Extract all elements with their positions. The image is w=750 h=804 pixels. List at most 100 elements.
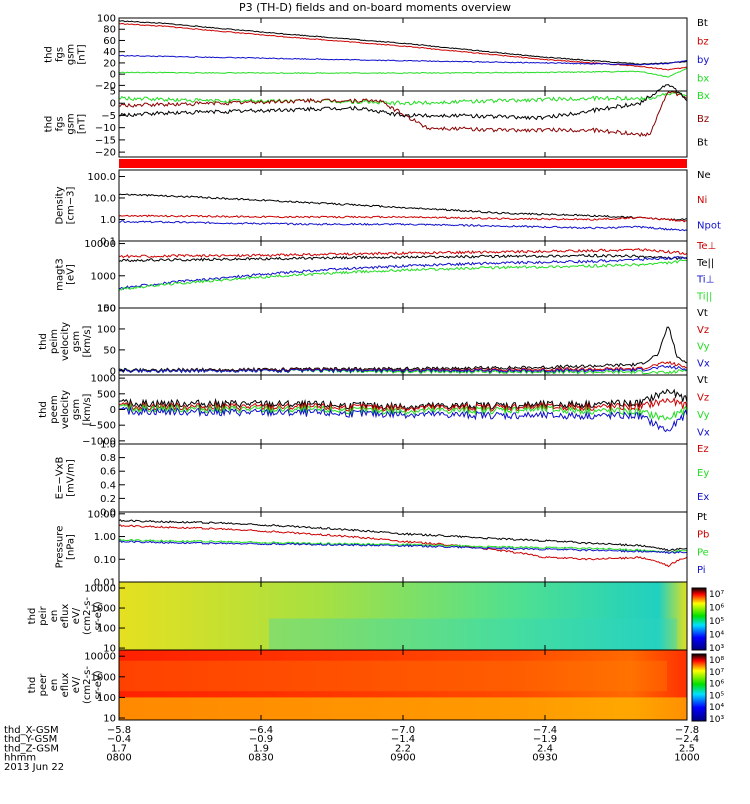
y-tick-label: 0.01 (94, 578, 116, 589)
legend-vz: Vz (697, 325, 709, 336)
y-tick-label: −20 (95, 148, 116, 159)
legend-pt: Pt (697, 512, 707, 523)
y-axis-label: thd (44, 116, 55, 133)
y-tick-label: 100 (97, 14, 116, 25)
y-axis-label: thd (38, 401, 49, 418)
series-bz-line (118, 22, 688, 71)
colorbar (691, 587, 707, 651)
spectrogram-image (119, 582, 687, 650)
y-axis-label: [cm−3] (66, 187, 77, 225)
y-tick-label: −20 (95, 81, 116, 92)
panel-frame (118, 307, 688, 376)
orbit-value: 2.5 (679, 743, 695, 754)
colorbar-tick-label: 10⁷ (709, 590, 724, 600)
y-tick-label: 100 (97, 693, 116, 704)
y-tick-label: 0.2 (100, 494, 116, 505)
y-tick-label: 1000 (91, 672, 116, 683)
series-pi-line (118, 540, 688, 554)
y-tick-label: 100 (97, 324, 116, 335)
panel-frame (118, 443, 688, 513)
series-vx-line (118, 405, 688, 433)
y-axis-label: Pressure (55, 526, 66, 569)
legend-vy: Vy (697, 342, 710, 353)
legend-ne: Ne (697, 170, 711, 181)
y-axis-label: en (49, 610, 60, 623)
series-bx-line (118, 91, 688, 106)
colorbar (691, 653, 707, 722)
y-axis-label: (cm2-s- (82, 597, 93, 635)
y-tick-label: −500 (89, 421, 116, 432)
orbit-value: −2.4 (675, 734, 699, 745)
y-tick-label: 1000 (91, 604, 116, 615)
panel-frame (118, 90, 688, 158)
y-tick-label: 1.0 (100, 440, 116, 451)
legend-te: Te⊥ (696, 241, 716, 252)
y-axis-label: gsm (71, 399, 82, 420)
y-tick-label: 10.00 (87, 509, 116, 520)
y-axis-label: eV/ (71, 676, 82, 693)
legend-te: Te|| (696, 258, 714, 269)
legend-vt: Vt (697, 375, 708, 386)
orbit-value: 0800 (106, 753, 131, 764)
legend-ti: Ti⊥ (696, 275, 714, 286)
spectrogram-low-band (119, 697, 687, 720)
y-tick-label: 10000 (84, 584, 116, 595)
orbit-value: 1.7 (111, 743, 127, 754)
y-tick-label: 10.0 (94, 193, 116, 204)
legend-ex: Ex (697, 492, 709, 503)
y-tick-label: 0.4 (100, 480, 116, 491)
legend-vz: Vz (697, 392, 709, 403)
orbit-value: −0.9 (249, 734, 273, 745)
y-axis-label: sr-eV) (93, 670, 104, 699)
legend-vt: Vt (697, 308, 708, 319)
y-tick-label: 0 (110, 405, 116, 416)
legend-pb: Pb (697, 530, 709, 541)
y-tick-label: 0 (110, 99, 116, 110)
y-axis-label: gsm (71, 331, 82, 352)
y-tick-label: 40 (103, 47, 116, 58)
legend-vx: Vx (697, 359, 710, 370)
flag-bar (119, 159, 687, 168)
y-tick-label: 100 (97, 624, 116, 635)
legend-bz: bz (697, 37, 709, 48)
orbit-value: −1.9 (533, 734, 557, 745)
colorbar-tick-label: 10⁸ (709, 656, 724, 666)
y-tick-label: 1000 (91, 271, 116, 282)
orbit-value: −1.4 (391, 734, 415, 745)
y-tick-label: −5 (101, 111, 116, 122)
colorbar-tick-label: 10⁶ (709, 604, 724, 614)
panel-frame (118, 17, 688, 92)
colorbar-tick-label: 10⁵ (709, 691, 724, 701)
legend-npot: Npot (697, 220, 721, 231)
series-bz-line (119, 90, 688, 138)
spectrogram-band (269, 618, 677, 650)
y-tick-label: −10 (95, 123, 116, 134)
y-axis-label: [nT] (77, 44, 88, 64)
y-tick-label: −15 (95, 135, 116, 146)
y-axis-label: [eV] (66, 264, 77, 285)
orbit-value: 2.2 (395, 743, 411, 754)
y-tick-label: 10000 (84, 652, 116, 663)
y-axis-label: peem (49, 395, 60, 423)
y-tick-label: −1000 (82, 436, 116, 447)
orbit-value: −7.4 (533, 725, 557, 736)
y-axis-label: peir (38, 605, 49, 625)
orbit-label: thd_Z-GSM (4, 743, 59, 754)
orbit-value: −5.8 (107, 725, 131, 736)
colorbar-tick-label: 10⁴ (709, 703, 724, 713)
series-pb-line (118, 524, 688, 568)
series-ne-line (118, 193, 688, 221)
y-tick-label: 50 (103, 345, 116, 356)
spectrogram-band (119, 660, 667, 692)
legend-ni: Ni (697, 195, 707, 206)
series-ti-line (118, 259, 688, 291)
y-tick-label: 80 (103, 25, 116, 36)
orbit-value: −7.0 (391, 725, 415, 736)
orbit-label: thd_X-GSM (4, 725, 59, 736)
orbit-value: −7.8 (675, 725, 699, 736)
series-vt-line (118, 388, 688, 412)
legend-bx: bx (697, 74, 709, 85)
y-tick-label: 0.10 (94, 555, 116, 566)
y-axis-label: [km/s] (82, 325, 93, 357)
